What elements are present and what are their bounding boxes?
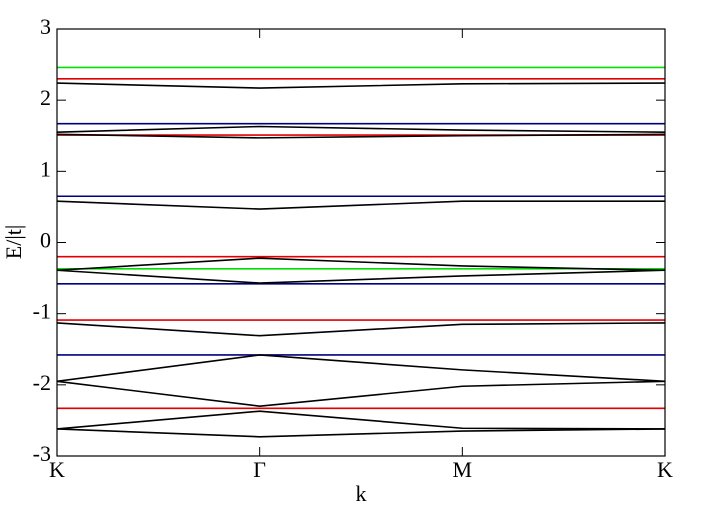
y-tick-label: 2 [40,85,51,110]
band-line [56,354,666,383]
band-line [56,322,666,337]
band-line [56,410,666,430]
y-axis-label: E/|t| [1,225,26,259]
x-tick-label: Γ [253,457,266,482]
x-axis-label: k [356,481,367,506]
y-tick-label: -2 [33,370,51,395]
band-line [56,269,666,284]
band-line [56,428,666,438]
y-tick-label: 1 [40,156,51,181]
band-line [56,82,666,89]
band-line [56,380,666,407]
band-line [56,125,666,133]
x-tick-label: K [49,457,65,482]
x-tick-label: M [453,457,473,482]
y-tick-label: -1 [33,299,51,324]
band-line [56,133,666,139]
y-tick-label: -3 [33,441,51,466]
y-tick-label: 0 [40,228,51,253]
band-line [56,257,666,272]
band-line [56,200,665,210]
x-tick-label: K [657,457,673,482]
y-tick-label: 3 [40,14,51,39]
